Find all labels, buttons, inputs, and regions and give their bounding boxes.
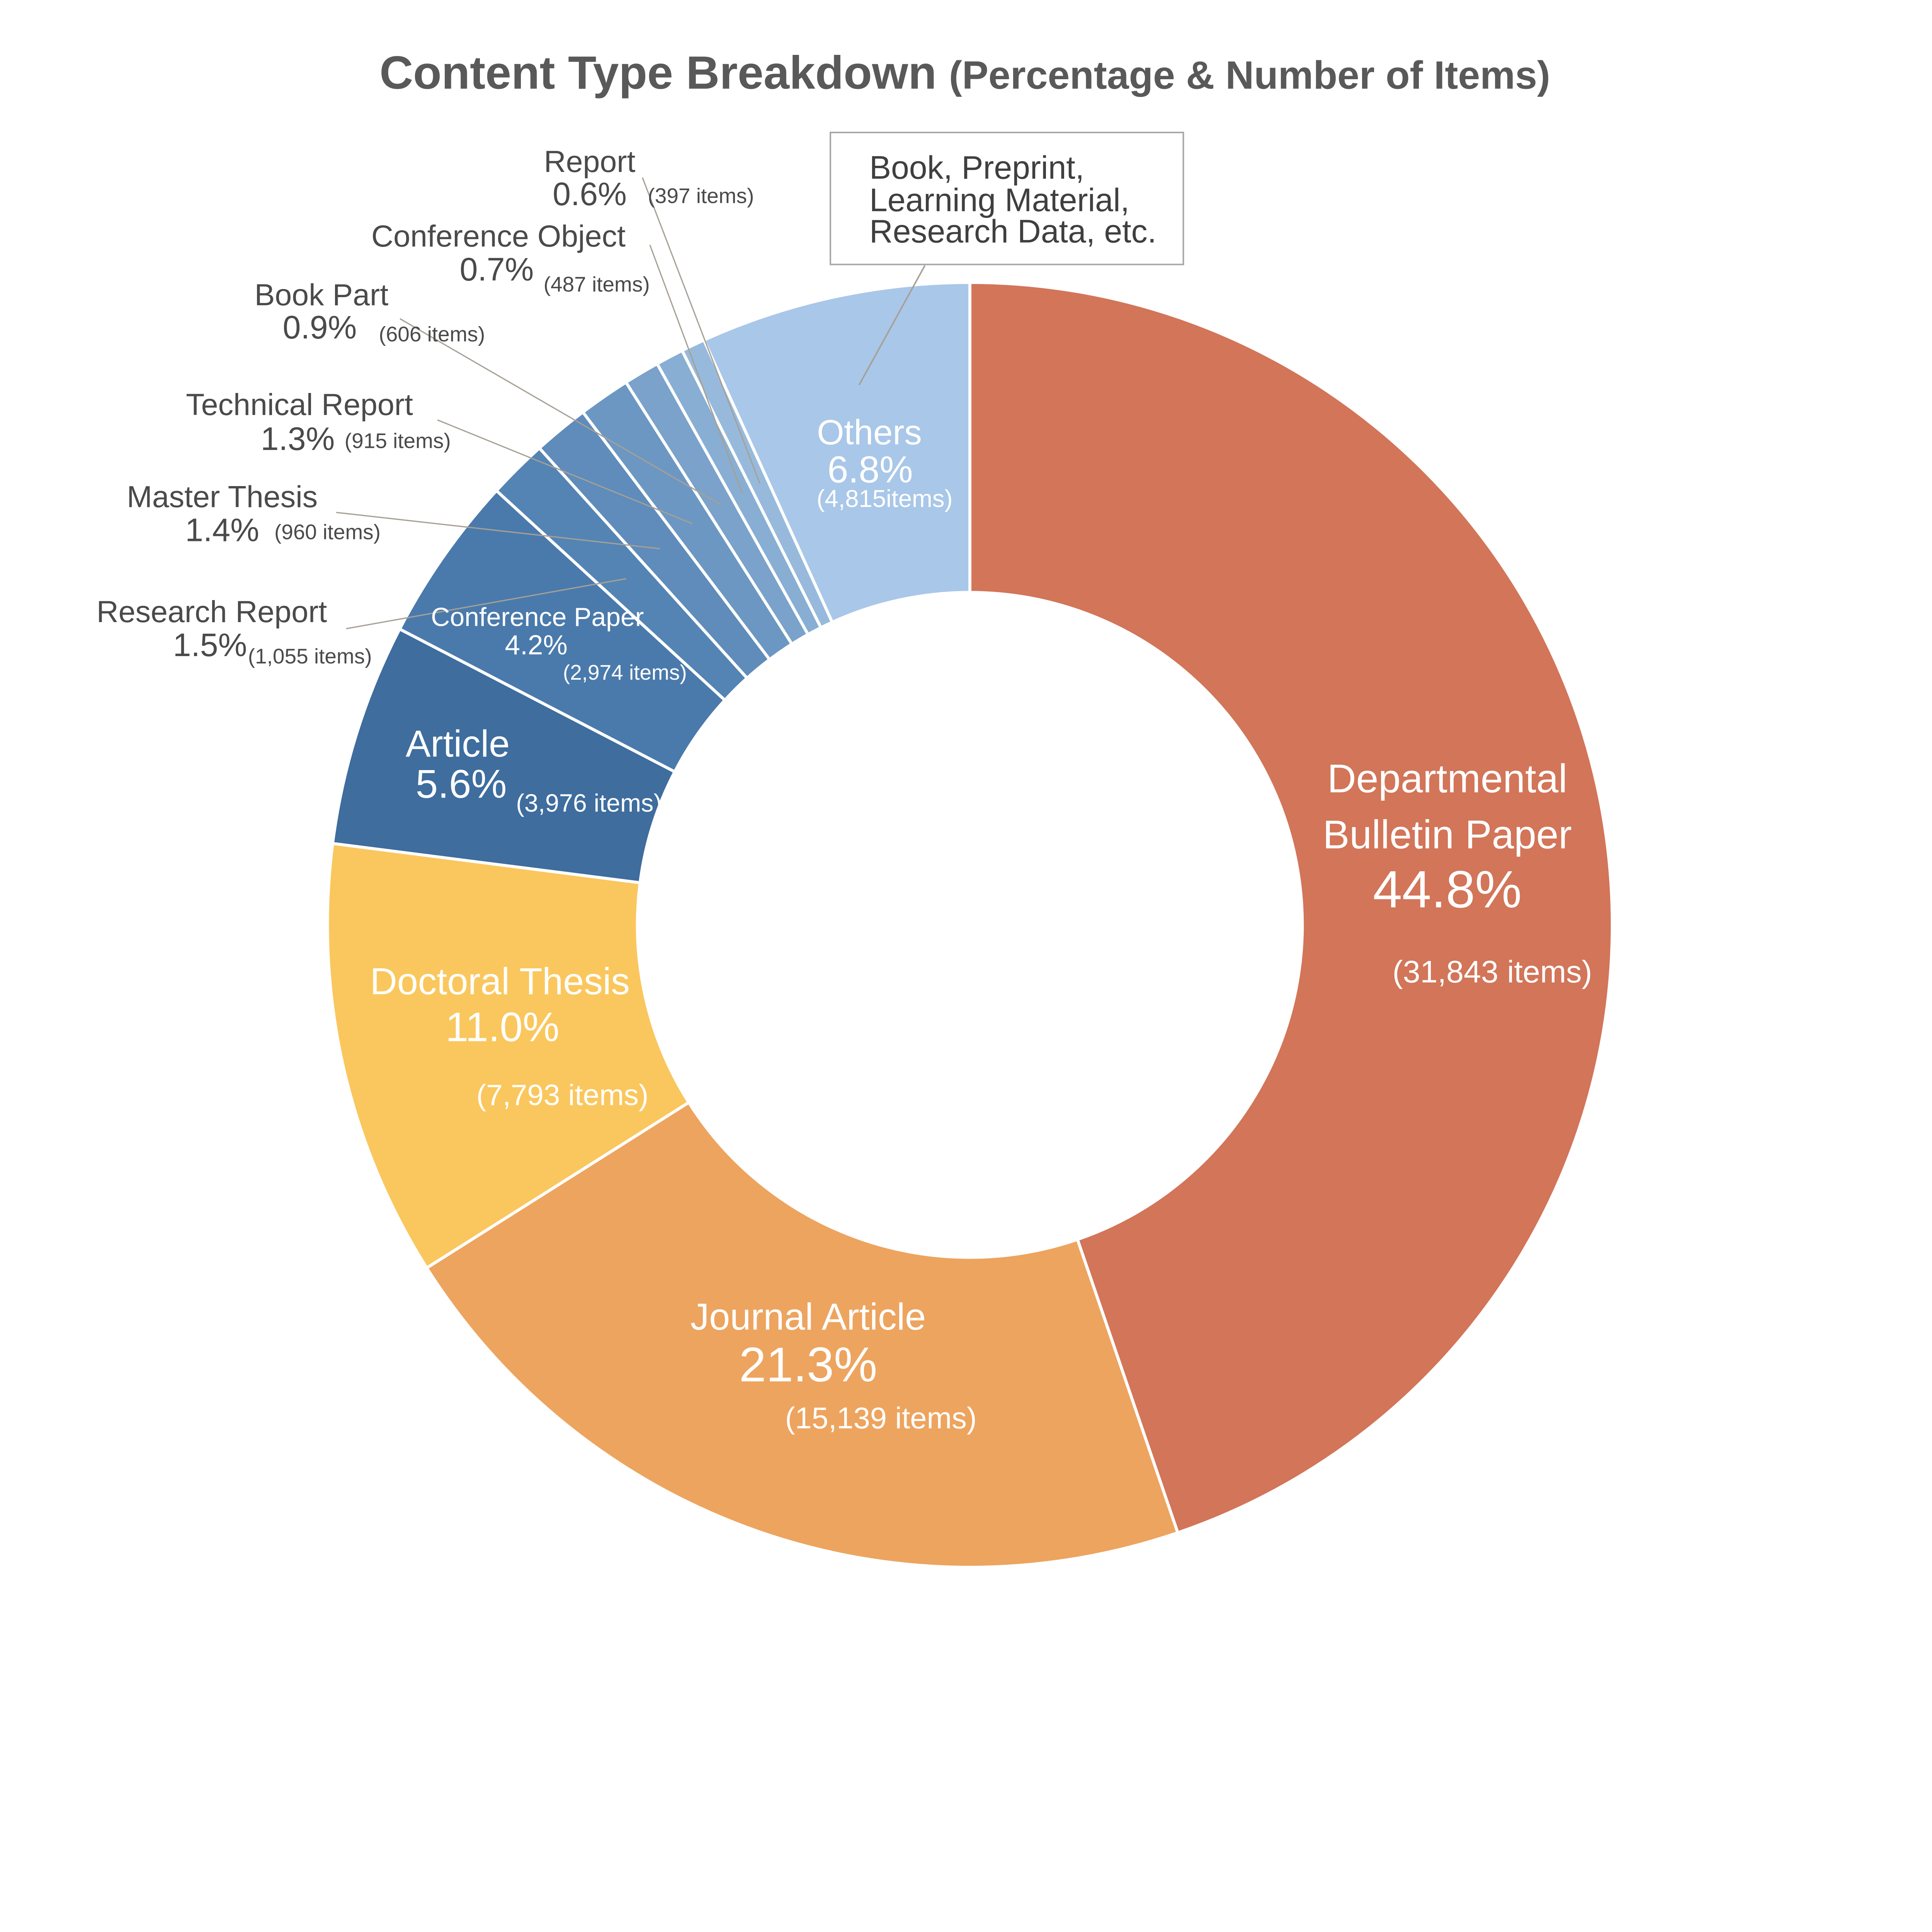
label-report-name: Report [544, 145, 636, 179]
leader-line-technical-report [437, 419, 693, 524]
leader-line-master-thesis [336, 512, 660, 549]
label-book-part-percent_label: 0.9% [283, 309, 357, 345]
donut-slices [326, 281, 1614, 1569]
slice-article [331, 628, 677, 884]
label-doctoral-thesis-percent_label: 11.0% [446, 1003, 560, 1050]
label-technical-report-percent_label: 1.3% [261, 420, 335, 457]
label-others-items_label: (4,815items) [816, 485, 952, 512]
label-conference-object-items_label: (487 items) [544, 272, 650, 296]
label-others-percent_label: 6.8% [827, 449, 913, 491]
chart-title: Content Type Breakdown (Percentage & Num… [379, 47, 1550, 99]
label-article-items_label: (3,976 items) [516, 789, 662, 817]
label-research-report-name: Research Report [97, 595, 327, 629]
leader-line-report [642, 177, 761, 484]
label-book-part-items_label: (606 items) [379, 322, 485, 346]
slice-journal-article [425, 1101, 1179, 1569]
label-conference-paper-percent_label: 4.2% [505, 630, 568, 661]
label-doctoral-thesis-items_label: (7,793 items) [476, 1079, 648, 1112]
label-others-name: Others [817, 413, 922, 452]
label-report-percent_label: 0.6% [553, 176, 627, 212]
label-conference-object-name: Conference Object [371, 219, 626, 253]
label-research-report-items_label: (1,055 items) [248, 644, 372, 668]
label-technical-report-name: Technical Report [186, 388, 413, 422]
label-report-items_label: (397 items) [648, 184, 754, 207]
slice-doctoral-thesis [326, 842, 690, 1270]
leader-lines [336, 177, 761, 629]
label-master-thesis-name: Master Thesis [127, 480, 318, 514]
label-departmental-bulletin-paper-name: Bulletin Paper [1323, 812, 1571, 857]
leader-line-book-part [400, 318, 722, 506]
label-conference-object-percent_label: 0.7% [460, 251, 534, 287]
leader-line-conference-object [649, 245, 743, 494]
label-journal-article-percent_label: 21.3% [739, 1337, 878, 1392]
label-research-report-percent_label: 1.5% [173, 627, 247, 663]
label-doctoral-thesis-name: Doctoral Thesis [370, 960, 630, 1002]
slice-others [702, 281, 971, 624]
callout-leader-line [858, 265, 926, 386]
callout-text: Book, Preprint, Learning Material, Resea… [869, 150, 1156, 250]
label-departmental-bulletin-paper-percent_label: 44.8% [1373, 860, 1522, 918]
label-article-percent_label: 5.6% [416, 761, 507, 806]
leader-line-research-report [346, 578, 626, 629]
label-departmental-bulletin-paper-items_label: (31,843 items) [1393, 954, 1592, 989]
chart-figure: Departmental Bulletin Paper 44.8% (31,843 i… [96, 47, 1614, 1569]
label-technical-report-items_label: (915 items) [345, 429, 451, 452]
label-master-thesis-items_label: (960 items) [274, 520, 381, 544]
callout: Book, Preprint, Learning Material, Resea… [830, 131, 1184, 386]
label-conference-paper-items_label: (2,974 items) [563, 660, 687, 684]
label-article-name: Article [406, 723, 510, 765]
label-master-thesis-percent_label: 1.4% [185, 512, 259, 548]
label-conference-paper-name: Conference Paper [431, 603, 644, 632]
label-book-part-name: Book Part [255, 278, 389, 312]
slice-departmental-bulletin-paper [968, 281, 1614, 1534]
label-journal-article-items_label: (15,139 items) [785, 1401, 977, 1435]
callout-box [830, 131, 1184, 265]
label-departmental-bulletin-paper-name: Departmental [1327, 756, 1567, 801]
label-journal-article-name: Journal Article [690, 1296, 926, 1338]
